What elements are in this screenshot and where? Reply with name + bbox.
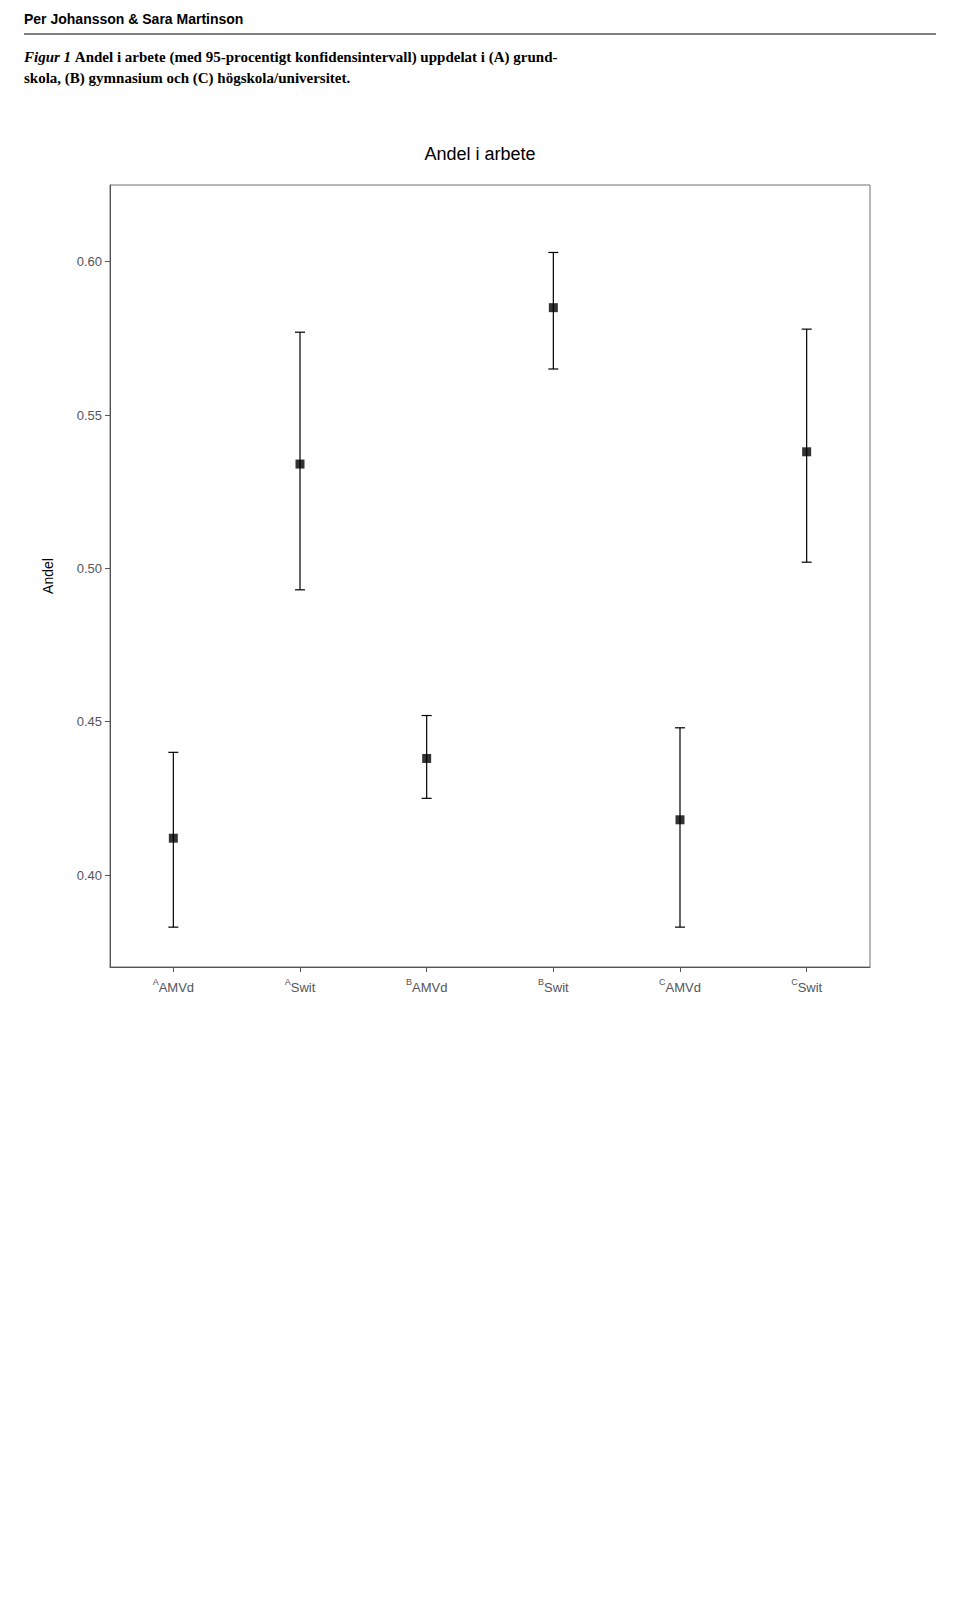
svg-text:Andel i arbete: Andel i arbete xyxy=(424,144,535,164)
svg-text:Andel: Andel xyxy=(40,558,56,594)
svg-text:A: A xyxy=(284,976,291,987)
svg-text:C: C xyxy=(791,976,798,987)
svg-text:AMVd: AMVd xyxy=(159,980,194,995)
svg-text:B: B xyxy=(406,976,412,987)
svg-text:C: C xyxy=(659,976,666,987)
svg-text:0.60: 0.60 xyxy=(77,254,102,269)
svg-text:0.45: 0.45 xyxy=(77,714,102,729)
svg-text:0.40: 0.40 xyxy=(77,868,102,883)
svg-text:Swit: Swit xyxy=(291,980,316,995)
svg-text:AMVd: AMVd xyxy=(412,980,447,995)
svg-text:Andel i arbete (med 95-procent: Andel i arbete (med 95-procentigt konfid… xyxy=(75,49,558,66)
svg-text:0.55: 0.55 xyxy=(77,408,102,423)
svg-text:A: A xyxy=(152,976,159,987)
svg-text:AMVd: AMVd xyxy=(666,980,701,995)
svg-text:skola, (B) gymnasium och (C) h: skola, (B) gymnasium och (C) högskola/un… xyxy=(24,70,351,87)
svg-text:Swit: Swit xyxy=(798,980,823,995)
svg-text:Swit: Swit xyxy=(544,980,569,995)
svg-text:Per Johansson & Sara Martinson: Per Johansson & Sara Martinson xyxy=(24,11,243,27)
svg-text:B: B xyxy=(538,976,545,987)
svg-text:Figur 1: Figur 1 xyxy=(23,49,71,65)
svg-text:0.50: 0.50 xyxy=(77,561,102,576)
